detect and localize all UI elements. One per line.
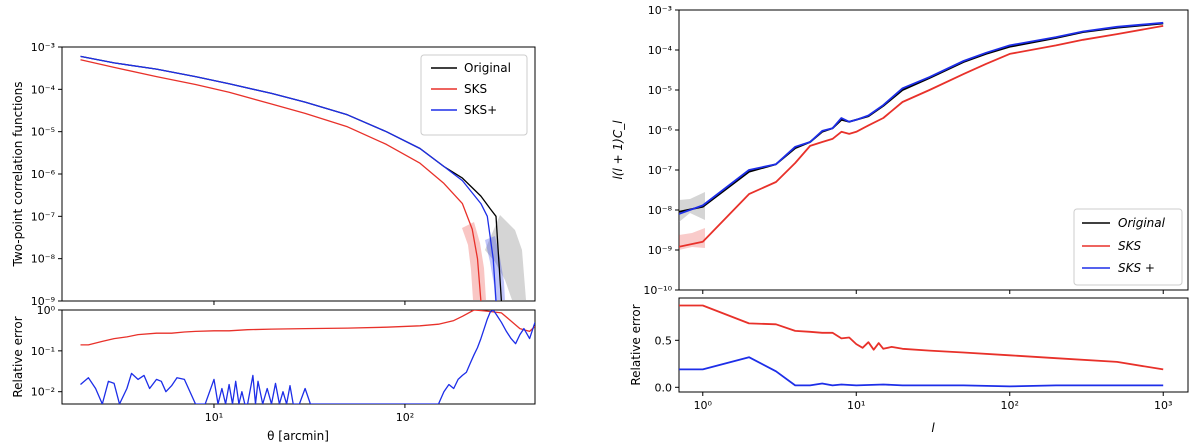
legend-frame (1073, 208, 1183, 286)
x-tick-label: 10² (396, 411, 414, 424)
left-bottom-y-axis-label: Relative error (11, 316, 25, 397)
y-tick-label: 10⁻⁴ (31, 83, 56, 96)
legend-label-original: Original (1118, 216, 1166, 230)
left-top-series-lines (80, 55, 503, 301)
y-tick-label: 0.0 (655, 381, 673, 394)
y-tick-label: 10⁻⁹ (31, 295, 55, 308)
legend-frame (420, 54, 528, 136)
right-top-y-ticks: 10⁻¹⁰ 10⁻⁹ 10⁻⁸ 10⁻⁷ 10⁻⁶ 10⁻⁵ 10⁻⁴ 10⁻³ (643, 4, 1164, 297)
right-top-series-lines (679, 21, 1164, 248)
x-tick-label: 10¹ (847, 399, 865, 412)
legend-label-sks: SKS (1118, 239, 1141, 253)
x-tick-label: 10¹ (205, 411, 223, 424)
y-tick-label: 10⁰ (37, 304, 56, 317)
y-tick-label: 10⁻⁷ (648, 164, 672, 177)
y-tick-label: 10⁻⁷ (31, 210, 55, 223)
y-tick-label: 10⁻² (31, 386, 55, 399)
right-top-y-axis-label: l(l + 1)C_l (611, 120, 625, 180)
y-tick-label: 10⁻⁹ (648, 244, 672, 257)
y-tick-label: 10⁻¹ (31, 345, 55, 358)
right-bottom-y-axis-label: Relative error (629, 304, 643, 385)
x-tick-label: 10³ (1154, 399, 1172, 412)
series-line-sks-plus (679, 356, 1164, 388)
left-top-y-axis-label: Two-point correlation functions (11, 82, 25, 268)
right-top-axes-frame (678, 9, 1189, 291)
left-bottom-y-ticks: 10⁻² 10⁻¹ 10⁰ (31, 304, 62, 399)
series-line-sks (679, 304, 1164, 371)
right-bottom-series-lines (679, 304, 1164, 388)
left-top-y-ticks: 10⁻⁹ 10⁻⁸ 10⁻⁷ 10⁻⁶ 10⁻⁵ 10⁻⁴ 10⁻³ (31, 41, 406, 308)
y-tick-label: 10⁻⁴ (648, 44, 673, 57)
y-tick-label: 10⁻⁸ (31, 253, 56, 266)
left-correlation-panel: 10⁻⁹ 10⁻⁸ 10⁻⁷ 10⁻⁶ 10⁻⁵ 10⁻⁴ 10⁻³ Two-point c… (11, 41, 536, 308)
series-line-sks (679, 25, 1164, 248)
y-tick-label: 10⁻⁶ (31, 168, 56, 181)
series-line-sks-plus (679, 21, 1164, 215)
legend-label-sks-plus: SKS + (1118, 261, 1155, 275)
y-tick-label: 10⁻³ (648, 4, 672, 17)
series-line-original (679, 22, 1164, 213)
x-tick-label: 10² (1001, 399, 1019, 412)
right-bottom-axes-frame (678, 297, 1189, 393)
left-x-axis-label: θ [arcmin] (267, 429, 329, 443)
y-tick-label: 10⁻⁵ (648, 84, 672, 97)
y-tick-label: 0.5 (655, 334, 673, 347)
left-bottom-x-ticks: 10¹ 10² (205, 404, 414, 424)
y-tick-label: 10⁻⁶ (648, 124, 673, 137)
right-bottom-x-ticks: 10⁰ 10¹ 10² 10³ (694, 392, 1172, 412)
original-uncertainty-band (485, 215, 526, 300)
legend-label-original: Original (464, 61, 511, 75)
series-line-sksplus (80, 55, 497, 301)
left-relative-error-panel: 10⁻² 10⁻¹ 10⁰ 10¹ 10² Relative error θ [arc… (11, 304, 536, 443)
legend-label-sks: SKS (464, 82, 487, 96)
left-top-legend: Original SKS SKS+ (420, 54, 528, 136)
y-tick-label: 10⁻⁸ (648, 204, 673, 217)
right-power-spectrum-panel: 10⁻¹⁰ 10⁻⁹ 10⁻⁸ 10⁻⁷ 10⁻⁶ 10⁻⁵ 10⁻⁴ 10⁻³ l(l + … (611, 4, 1189, 297)
series-line-sks (80, 310, 535, 346)
left-bottom-series-lines (80, 310, 535, 404)
y-tick-label: 10⁻³ (31, 41, 55, 54)
legend-label-sks-plus: SKS+ (464, 103, 497, 117)
right-top-legend: Original SKS SKS + (1073, 208, 1183, 286)
left-bottom-axes-frame (61, 309, 536, 405)
sks-low-l-uncertainty-band (679, 228, 705, 250)
y-tick-label: 10⁻⁵ (31, 126, 55, 139)
series-line-sksplus (80, 310, 535, 404)
right-x-axis-label: l (931, 421, 935, 435)
y-tick-label: 10⁻¹⁰ (643, 284, 672, 297)
sks-uncertainty-band (462, 222, 486, 300)
x-tick-label: 10⁰ (694, 399, 713, 412)
right-relative-error-panel: 0.0 0.5 10⁰ 10¹ 10² 10³ Relative error l (629, 297, 1189, 435)
original-low-l-uncertainty-band (679, 192, 705, 222)
series-line-sks (80, 59, 482, 301)
right-bottom-y-ticks: 0.0 0.5 (655, 334, 679, 394)
